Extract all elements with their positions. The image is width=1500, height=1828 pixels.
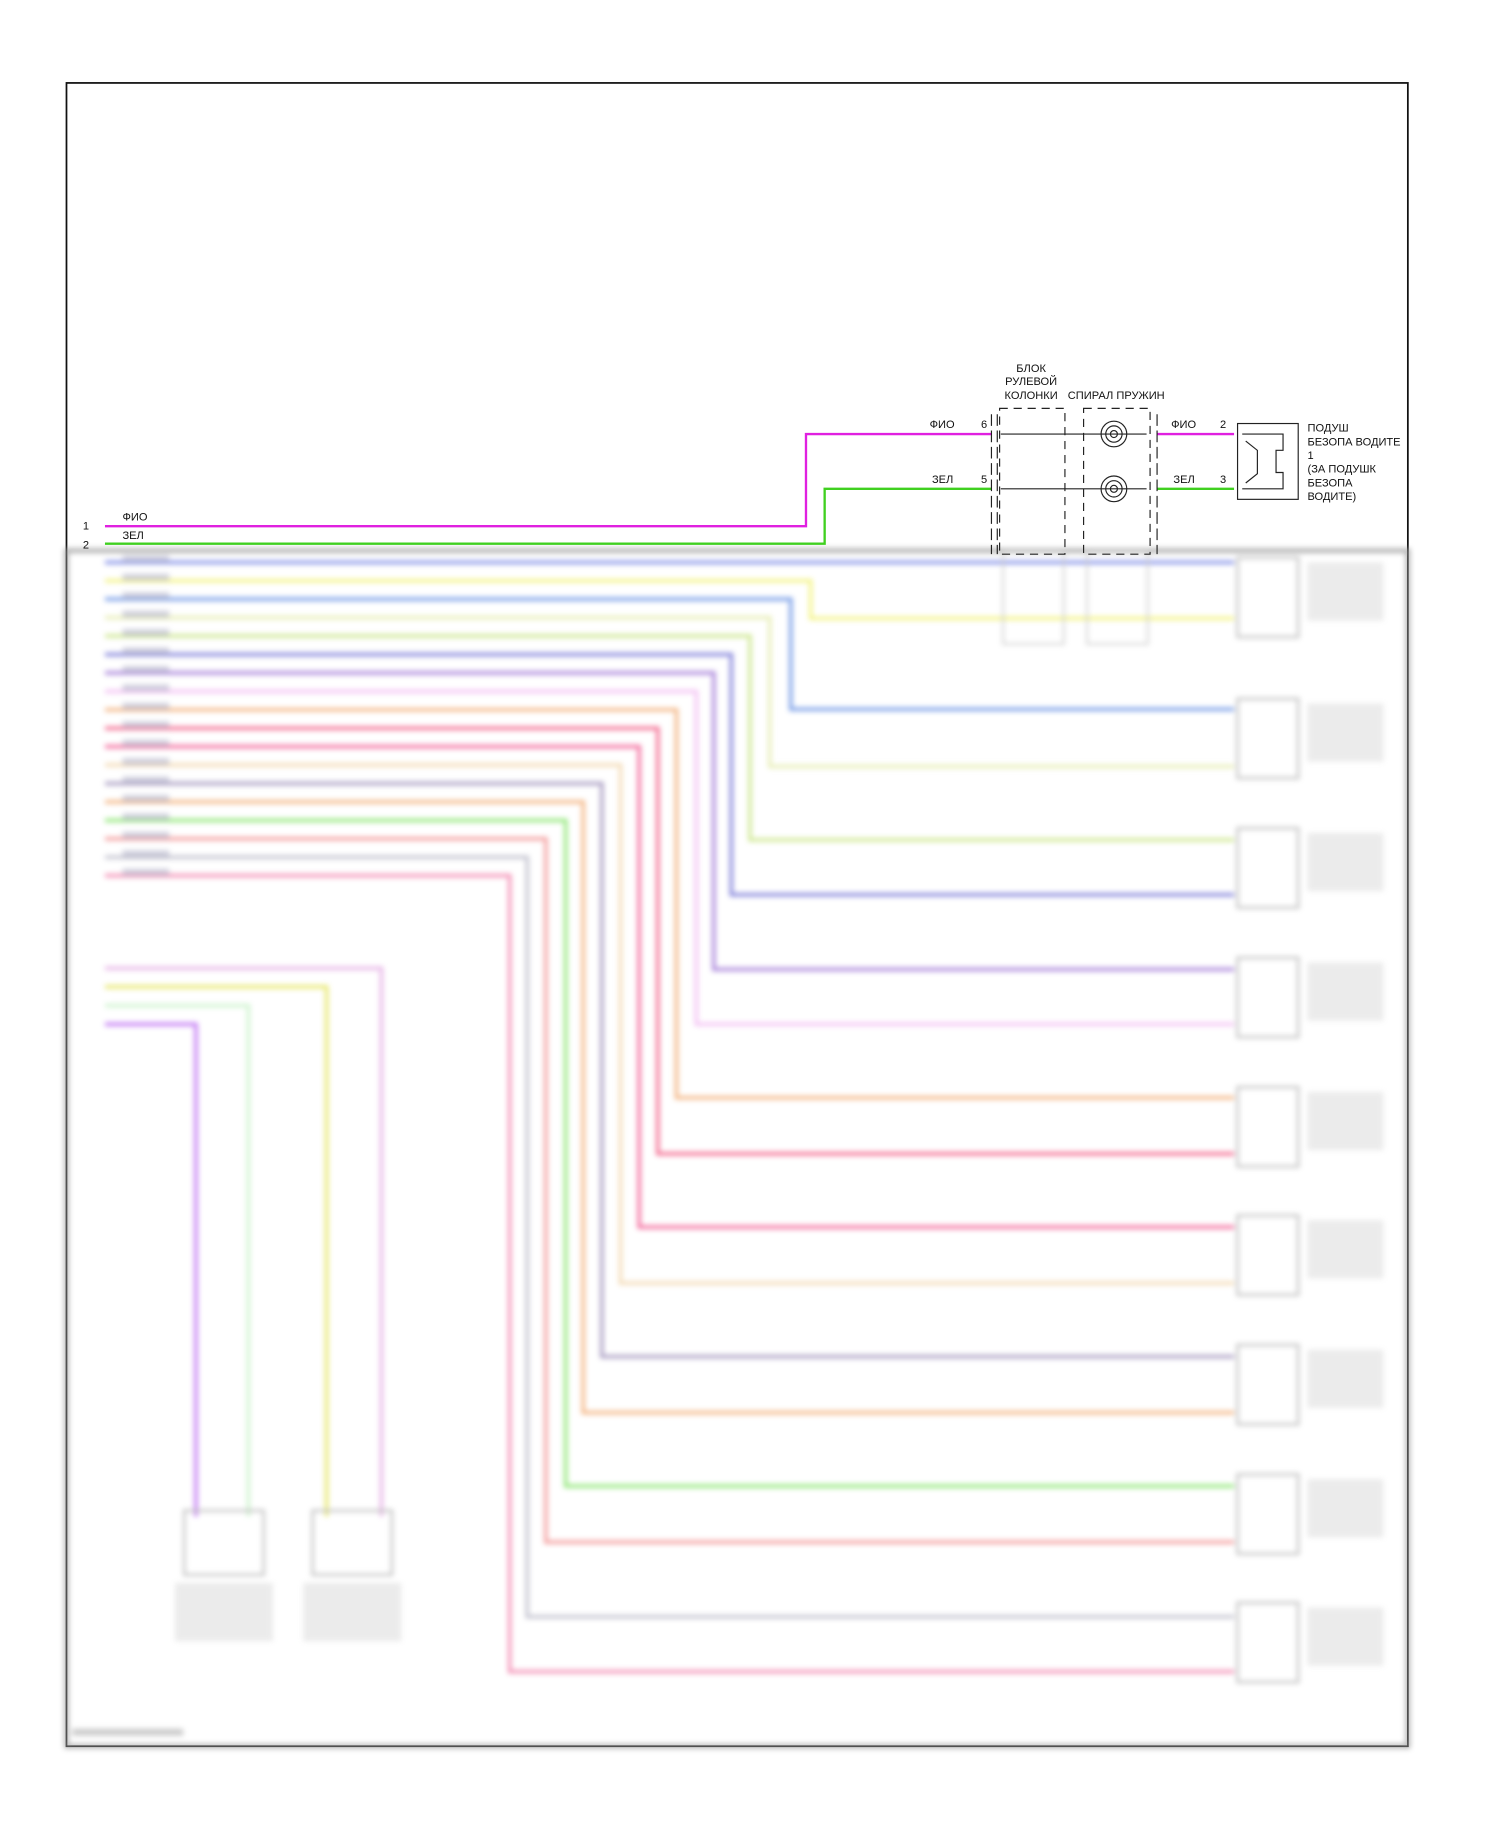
connector-box xyxy=(1236,1473,1300,1555)
connector-box xyxy=(1236,556,1300,639)
wire xyxy=(104,966,384,1517)
wire-label-blur xyxy=(122,573,170,581)
airbag-label-line: БЕЗОПА ВОДИТЕ xyxy=(1308,436,1401,448)
wire-label-blur xyxy=(122,629,170,637)
wire-label-blur xyxy=(122,592,170,600)
wire-label-blur xyxy=(122,702,170,710)
component-box xyxy=(1002,549,1065,645)
block-label: КОЛОНКИ xyxy=(1005,390,1058,402)
wire-color-label: ЗЕЛ xyxy=(122,530,143,542)
wire-label-blur xyxy=(122,684,170,692)
spiral-icon xyxy=(1100,475,1128,503)
block-label: БЛОК xyxy=(1016,363,1046,375)
wire xyxy=(104,652,1235,897)
wire-1: 1 ФИО ФИО 6 ФИО 2 xyxy=(83,419,1235,533)
wire-label-blur xyxy=(122,831,170,839)
wire xyxy=(104,708,1235,1100)
pin-number: 2 xyxy=(83,539,89,551)
wire xyxy=(104,689,1235,1026)
component-label-blur xyxy=(1307,1607,1384,1666)
wire xyxy=(104,615,1235,769)
component-box xyxy=(183,1509,265,1576)
pin-number: 6 xyxy=(981,419,987,431)
blurred-lower-section xyxy=(64,548,1411,1749)
wire-color-label: ФИО xyxy=(930,419,955,431)
component-label-blur xyxy=(1307,562,1384,621)
component-label-blur xyxy=(174,1582,273,1642)
connector-box xyxy=(1236,1214,1300,1296)
wire xyxy=(104,800,1235,1415)
wire-label-blur xyxy=(122,739,170,747)
wire-label-blur xyxy=(122,794,170,802)
wire xyxy=(104,671,1235,972)
wire xyxy=(104,855,1235,1619)
wire-2: 2 ЗЕЛ ЗЕЛ 5 ЗЕЛ 3 xyxy=(83,474,1235,551)
component-label-blur xyxy=(1307,1220,1384,1279)
wire-color-label: ЗЕЛ xyxy=(932,474,953,486)
connector-box xyxy=(1236,827,1300,909)
airbag-label-line: 1 xyxy=(1308,450,1314,462)
connector-box xyxy=(1236,1343,1300,1426)
wire xyxy=(104,985,329,1517)
component-label-blur xyxy=(1307,703,1384,762)
pin-number: 1 xyxy=(83,521,89,533)
wire xyxy=(104,818,1235,1488)
pin-number: 3 xyxy=(1220,474,1226,486)
component-label-blur xyxy=(1307,832,1384,892)
airbag-label-line: (ЗА ПОДУШК xyxy=(1308,464,1377,476)
component-label-blur xyxy=(1307,962,1384,1021)
wire-label-blur xyxy=(122,758,170,766)
wire-color-label: ФИО xyxy=(122,511,147,523)
wire-label-blur xyxy=(122,647,170,655)
wire-label-blur xyxy=(122,665,170,673)
wire-label-blur xyxy=(122,721,170,729)
airbag-label-line: БЕЗОПА xyxy=(1308,477,1354,489)
wire xyxy=(104,837,1235,1544)
wire xyxy=(104,1022,198,1517)
wire xyxy=(104,744,1235,1229)
clock-spring: СПИРАЛ ПРУЖИН xyxy=(1068,390,1165,555)
component-label-blur xyxy=(1307,1091,1384,1151)
wire-color-label: ФИО xyxy=(1171,419,1196,431)
wire-label-blur xyxy=(122,610,170,618)
wire-label-blur xyxy=(122,813,170,821)
wire-color-label: ЗЕЛ xyxy=(1173,474,1194,486)
wire xyxy=(104,597,1235,712)
connector-box xyxy=(1236,1086,1300,1168)
block-label: РУЛЕВОЙ xyxy=(1005,375,1057,388)
wire-label-blur xyxy=(122,868,170,876)
airbag-label-line: ПОДУШ xyxy=(1308,423,1349,435)
component-box xyxy=(311,1509,394,1576)
pin-number: 2 xyxy=(1220,419,1226,431)
connector-box xyxy=(1236,956,1300,1039)
component-label-blur xyxy=(1307,1349,1384,1408)
airbag-label-line: ВОДИТЕ) xyxy=(1308,491,1357,503)
wire xyxy=(104,579,1235,621)
wire-label-blur xyxy=(122,555,170,563)
connector-box xyxy=(1236,697,1300,780)
wire-label-blur xyxy=(122,776,170,784)
blurred-frame xyxy=(64,548,1411,1749)
footer-code-blur xyxy=(72,1728,184,1736)
wire xyxy=(104,873,1235,1674)
wire xyxy=(104,763,1235,1285)
wire-label-blur xyxy=(122,850,170,858)
wire xyxy=(104,726,1235,1156)
wire xyxy=(104,634,1235,842)
clock-spring-label: СПИРАЛ ПРУЖИН xyxy=(1068,390,1165,402)
pin-number: 5 xyxy=(981,474,987,486)
connector-box xyxy=(1236,1601,1300,1684)
diagram-frame xyxy=(65,82,1409,1748)
spiral-icon xyxy=(1100,420,1128,448)
component-label-blur xyxy=(1307,1479,1384,1538)
wire xyxy=(104,781,1235,1359)
component-box xyxy=(1086,549,1149,645)
component-label-blur xyxy=(303,1582,402,1642)
wire xyxy=(104,1003,251,1517)
